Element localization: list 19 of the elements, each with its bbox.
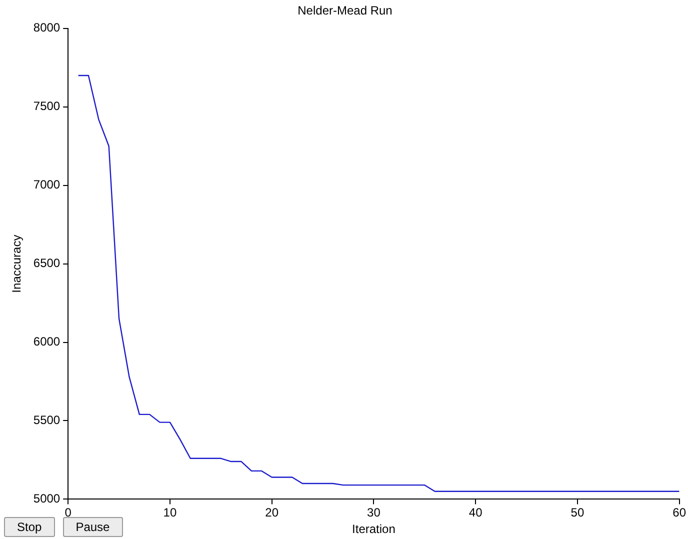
y-tick-label: 5500	[33, 413, 60, 428]
y-tick-label: 7000	[33, 178, 60, 192]
x-tick-label: 30	[367, 506, 381, 520]
x-tick-label: 20	[265, 506, 279, 520]
y-tick-label: 5000	[33, 492, 60, 506]
x-axis-title: Iteration	[352, 522, 396, 536]
y-tick-label: 8000	[33, 20, 60, 35]
y-axis-title: Inaccuracy	[10, 234, 24, 293]
text: Pause	[76, 520, 110, 534]
text: Stop	[4, 517, 55, 537]
y-tick-label: 7500	[33, 99, 60, 114]
x-tick-label: 0	[64, 506, 72, 520]
chart-title: Nelder-Mead Run	[298, 4, 392, 18]
x-tick-label: 40	[468, 506, 483, 520]
y-tick-label: 6500	[33, 256, 60, 270]
x-tick-label: 50	[570, 506, 584, 520]
x-tick-label: 60	[672, 506, 686, 520]
x-tick-label: 10	[163, 506, 177, 520]
y-tick-label: 6000	[33, 334, 60, 349]
